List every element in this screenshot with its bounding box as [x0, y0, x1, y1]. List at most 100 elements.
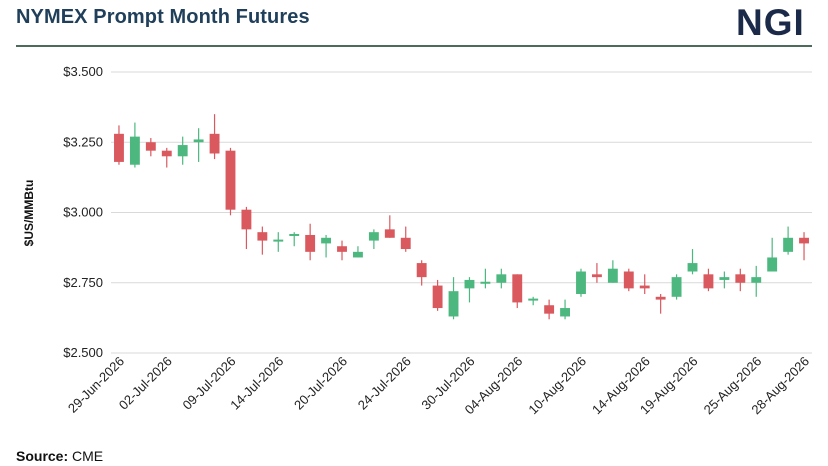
- candle: [114, 125, 124, 165]
- candle: [767, 237, 778, 272]
- source-value: CME: [72, 448, 104, 464]
- candle-body: [337, 246, 347, 252]
- candle-body: [416, 263, 427, 278]
- candle-body: [767, 257, 778, 272]
- candle: [496, 268, 507, 289]
- candle-body: [639, 285, 650, 289]
- ngi-logo: NGI: [736, 2, 805, 43]
- candle: [751, 265, 762, 297]
- candle: [289, 232, 300, 247]
- candle: [337, 240, 347, 261]
- candle: [591, 263, 602, 283]
- candle: [560, 299, 570, 320]
- candle: [177, 136, 188, 165]
- candles: [114, 114, 809, 320]
- candle-body: [607, 268, 618, 283]
- candle-body: [687, 263, 698, 272]
- candle-body: [576, 271, 586, 294]
- y-axis-tick-labels: $3.500 $3.250 $3.000 $2.750 $2.500: [63, 64, 103, 360]
- source-note: Source: CME: [16, 448, 103, 464]
- candle: [305, 223, 316, 261]
- candle: [209, 114, 220, 160]
- candle-body: [209, 133, 220, 154]
- candle-body: [799, 237, 809, 244]
- candle-body: [353, 251, 363, 258]
- candle-body: [114, 133, 124, 162]
- candle: [735, 268, 746, 292]
- candle: [799, 232, 809, 261]
- candle-body: [400, 237, 411, 250]
- candle-body: [432, 285, 443, 309]
- y-axis-label: $US/MMBtu: [22, 180, 36, 247]
- candle: [655, 293, 666, 314]
- candle-body: [719, 277, 730, 280]
- candle-body: [321, 237, 332, 244]
- candle-body: [528, 298, 539, 301]
- candle-body: [560, 308, 570, 317]
- candle-body: [289, 233, 300, 236]
- candle: [273, 232, 284, 252]
- candle-body: [129, 136, 140, 165]
- candle-body: [241, 209, 252, 230]
- candle: [193, 128, 204, 162]
- candle-body: [544, 305, 555, 314]
- candle-body: [464, 279, 475, 289]
- candle-body: [512, 274, 523, 303]
- candle: [687, 249, 698, 275]
- x-tick-label: 10-Aug-2026: [525, 354, 589, 418]
- candle-body: [145, 142, 156, 151]
- candle-body: [496, 274, 507, 283]
- candle: [671, 274, 682, 300]
- candle: [512, 274, 523, 309]
- x-tick-label: 24-Jul-2026: [355, 354, 414, 413]
- x-tick-label: 29-Jun-2026: [65, 354, 127, 416]
- candle-body: [655, 296, 666, 300]
- candle-body: [671, 277, 682, 297]
- candle-body: [623, 271, 634, 289]
- candle: [703, 268, 714, 292]
- candle: [448, 277, 459, 320]
- candle-body: [225, 150, 236, 210]
- candle: [416, 260, 427, 286]
- candle: [257, 226, 268, 255]
- candle: [353, 246, 363, 258]
- source-label: Source:: [16, 448, 69, 464]
- candle: [783, 226, 794, 255]
- candle: [464, 277, 475, 303]
- candle-body: [161, 150, 172, 157]
- candle: [528, 296, 539, 306]
- candle: [384, 215, 395, 238]
- x-tick-label: 20-Jul-2026: [291, 354, 350, 413]
- candle-body: [703, 274, 714, 289]
- chart-title: NYMEX Prompt Month Futures: [16, 6, 310, 28]
- candle-body: [783, 237, 794, 252]
- candle: [400, 226, 411, 252]
- candle: [719, 271, 730, 289]
- candle-body: [751, 277, 762, 283]
- candle-body: [305, 234, 316, 252]
- candle: [544, 299, 555, 320]
- candle-body: [257, 232, 268, 241]
- candle: [241, 206, 252, 250]
- y-tick-label: $3.000: [63, 205, 103, 220]
- y-tick-label: $2.500: [63, 345, 103, 360]
- y-tick-label: $3.500: [63, 64, 103, 79]
- candle: [432, 279, 443, 311]
- candle: [321, 234, 332, 258]
- y-tick-label: $3.250: [63, 134, 103, 149]
- candle: [129, 122, 140, 168]
- candle-body: [177, 145, 188, 157]
- candle: [576, 268, 586, 297]
- candle: [225, 147, 236, 216]
- candle: [368, 229, 379, 250]
- candlestick-chart: $3.500 $3.250 $3.000 $2.750 $2.500 $US/MMBtu…: [22, 64, 812, 418]
- candle: [161, 147, 172, 168]
- candle-body: [591, 274, 602, 278]
- candle-body: [368, 232, 379, 241]
- candle: [607, 260, 618, 283]
- grid-lines: [111, 71, 812, 354]
- candle-body: [735, 274, 746, 283]
- candle: [623, 268, 634, 292]
- candle: [480, 268, 491, 289]
